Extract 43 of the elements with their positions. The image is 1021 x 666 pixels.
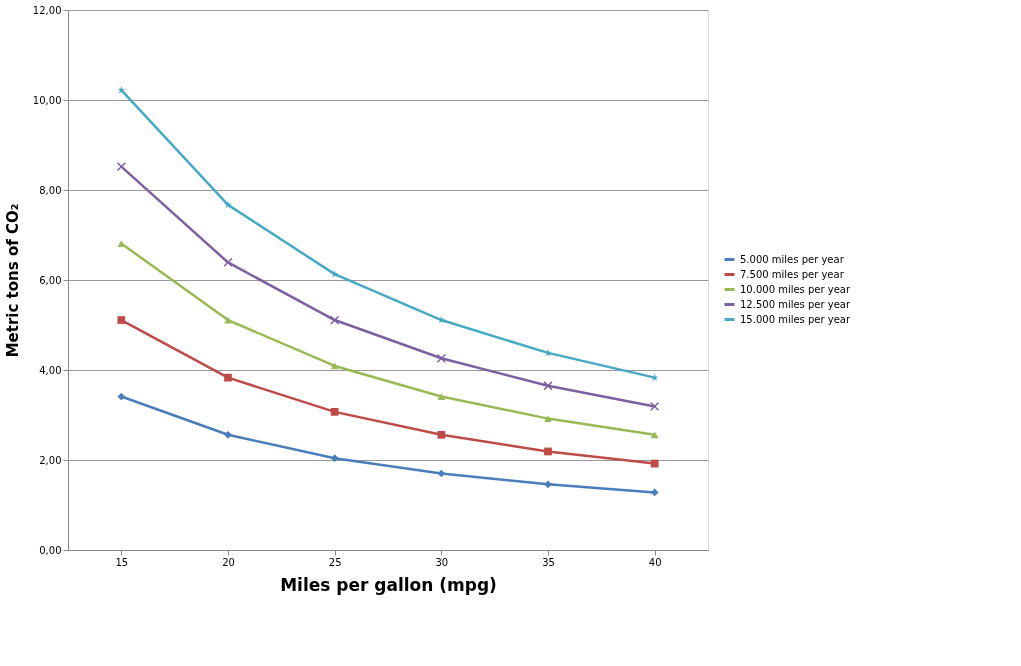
point	[224, 373, 232, 382]
point	[117, 392, 126, 401]
y-tick-label: 2,00	[39, 454, 62, 466]
point	[437, 469, 446, 478]
y-tick-label: 12,00	[32, 4, 62, 16]
point	[223, 257, 233, 268]
x-tick-label: 40	[648, 556, 662, 568]
legend-label: 7.500 miles per year	[740, 268, 845, 280]
point	[330, 454, 339, 463]
x-tick-label: 30	[435, 556, 449, 568]
point	[437, 393, 446, 400]
point	[436, 353, 446, 363]
point	[330, 407, 339, 416]
point	[544, 480, 552, 489]
point	[544, 349, 552, 357]
point	[437, 430, 446, 439]
point	[224, 430, 232, 439]
point	[330, 315, 340, 325]
point	[224, 200, 232, 208]
point	[543, 381, 553, 391]
y-tick-label: 0,00	[39, 544, 62, 556]
point	[544, 447, 552, 456]
point	[650, 459, 659, 468]
point	[116, 161, 126, 172]
y-tick-label: 4,00	[39, 364, 62, 376]
point	[117, 316, 126, 324]
y-tick-label: 8,00	[39, 184, 62, 196]
point	[650, 431, 659, 439]
legend-label: 10.000 miles per year	[740, 283, 851, 295]
point	[544, 415, 552, 422]
y-tick-label: 10,00	[32, 94, 62, 106]
x-tick-label: 25	[328, 556, 342, 568]
point	[650, 488, 659, 497]
x-tick-label: 20	[222, 556, 235, 568]
y-tick-label: 6,00	[39, 274, 62, 286]
x-axis-title: Miles per gallon (mpg)	[280, 574, 497, 595]
point	[650, 401, 660, 412]
x-tick-label: 15	[115, 556, 129, 568]
legend-label: 15.000 miles per year	[740, 313, 851, 325]
legend-label: 12.500 miles per year	[740, 298, 851, 310]
legend-label: 5.000 miles per year	[740, 253, 845, 265]
y-axis-title: Metric tons of CO₂	[3, 203, 22, 358]
x-tick-label: 35	[542, 556, 555, 568]
